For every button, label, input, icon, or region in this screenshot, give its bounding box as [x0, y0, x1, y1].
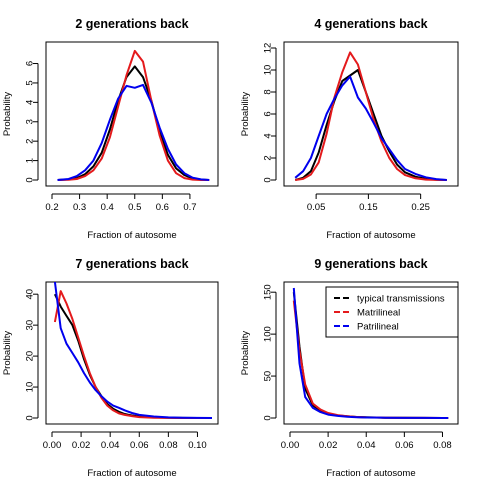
x-tick-label: 0.02 — [72, 440, 91, 451]
legend: typical transmissions Matrilineal Patrilin… — [325, 286, 459, 338]
x-tick-label: 0.3 — [73, 202, 86, 213]
y-axis-label: Probability — [2, 331, 13, 376]
panel-1: 2 generations back 0.2 0.3 0.4 0.5 0.6 0.7 0 1 2 3… — [2, 17, 219, 241]
y-tick-label: 0 — [25, 415, 36, 420]
y-tick-label: 5 — [25, 80, 36, 85]
x-tick-label: 0.15 — [359, 202, 378, 213]
y-tick-label: 6 — [263, 111, 274, 116]
x-tick-label: 0.05 — [307, 202, 326, 213]
legend-label: Patrilineal — [357, 322, 399, 333]
y-tick-label: 4 — [263, 133, 274, 138]
y-tick-label: 50 — [263, 371, 274, 382]
series-line-2 — [295, 51, 447, 181]
x-tick-label: 0.04 — [357, 440, 376, 451]
chart-title: 9 generations back — [314, 257, 427, 271]
series-line-2 — [57, 49, 210, 181]
series-line-3 — [292, 287, 449, 419]
x-tick-label: 0.25 — [411, 202, 430, 213]
y-tick-label: 10 — [25, 382, 36, 393]
series-line-3 — [53, 282, 213, 419]
chart-title: 7 generations back — [75, 257, 188, 271]
legend-label: typical transmissions — [357, 294, 445, 305]
y-tick-label: 0 — [263, 415, 274, 420]
plot-frame — [45, 41, 219, 187]
x-tick-label: 0.4 — [101, 202, 114, 213]
series-line-3 — [294, 75, 447, 181]
y-tick-label: 1 — [25, 158, 36, 163]
y-tick-label: 8 — [263, 89, 274, 94]
y-tick-label: 4 — [25, 100, 36, 105]
x-tick-label: 0.04 — [101, 440, 120, 451]
x-axis-label: Fraction of autosome — [87, 230, 176, 241]
chart-title: 4 generations back — [314, 17, 427, 31]
panel-4: 9 generations back 0.00 0.02 0.04 0.06 0.08 0 5… — [240, 257, 459, 479]
plot-frame — [283, 41, 459, 187]
x-tick-label: 0.6 — [156, 202, 169, 213]
y-tick-label: 150 — [263, 284, 274, 300]
x-axis-label: Fraction of autosome — [87, 468, 176, 479]
legend-label: Matrilineal — [357, 308, 400, 319]
x-tick-label: 0.5 — [128, 202, 141, 213]
y-tick-label: 40 — [25, 289, 36, 300]
y-tick-label: 3 — [25, 119, 36, 124]
x-tick-label: 0.2 — [45, 202, 58, 213]
y-tick-label: 2 — [25, 139, 36, 144]
panel-3: 7 generations back 0.00 0.02 0.04 0.06 0.08 0.… — [2, 257, 219, 479]
y-tick-label: 0 — [263, 177, 274, 182]
y-tick-label: 30 — [25, 320, 36, 331]
plot-frame — [45, 281, 219, 425]
y-tick-label: 20 — [25, 351, 36, 362]
x-tick-label: 0.08 — [159, 440, 178, 451]
y-tick-label: 6 — [25, 61, 36, 66]
y-axis-label: Probability — [240, 331, 251, 376]
y-tick-label: 12 — [263, 43, 274, 54]
x-tick-label: 0.06 — [130, 440, 149, 451]
y-axis-label: Probability — [240, 92, 251, 137]
x-tick-label: 0.06 — [395, 440, 414, 451]
y-axis-label: Probability — [2, 92, 13, 137]
x-tick-label: 0.02 — [319, 440, 338, 451]
y-tick-label: 0 — [25, 177, 36, 182]
y-tick-label: 100 — [263, 326, 274, 342]
panel-2: 4 generations back 0.05 0.15 0.25 0 2 4 6 8 10 12 F… — [240, 17, 459, 241]
chart-title: 2 generations back — [75, 17, 188, 31]
x-tick-label: 0.10 — [188, 440, 207, 451]
x-tick-label: 0.00 — [281, 440, 300, 451]
x-tick-label: 0.00 — [43, 440, 62, 451]
x-tick-label: 0.7 — [183, 202, 196, 213]
x-axis-label: Fraction of autosome — [326, 468, 415, 479]
x-tick-label: 0.08 — [433, 440, 452, 451]
series-line-3 — [57, 83, 210, 181]
plot-frame — [283, 281, 459, 425]
y-tick-label: 2 — [263, 155, 274, 160]
y-tick-label: 10 — [263, 65, 274, 76]
series-line-1 — [57, 65, 210, 181]
x-axis-label: Fraction of autosome — [326, 230, 415, 241]
